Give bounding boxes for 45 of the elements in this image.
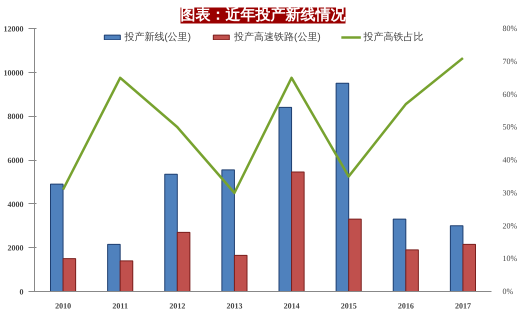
x-tick-label: 2017 [454,302,471,310]
y-tick-label: 12000 [4,24,24,34]
y2-tick-label: 30% [502,188,518,198]
bar [450,225,464,292]
y-tick-label: 0 [20,288,24,296]
bar [234,254,248,292]
x-tick-label: 2011 [112,302,128,310]
line-series [62,56,464,194]
y2-tick-label: 20% [502,221,518,230]
y2-tick-label: 60% [502,90,518,99]
x-tick-label: 2014 [284,302,300,310]
chart-title: 图表：近年投产新线情况 [180,6,346,24]
bar [405,249,419,292]
y2-tick-label: 40% [502,156,518,164]
x-tick-label: 2010 [55,302,72,310]
y-tick-label: 2000 [8,244,24,253]
bar [50,184,64,292]
y-tick-label: 8000 [8,112,24,122]
bar [120,260,134,292]
bar [62,258,76,292]
y2-tick-label: 10% [502,254,518,264]
bar [462,244,476,292]
legend-label: 投产高铁占比 [364,30,424,44]
bar [176,232,190,292]
y2-tick-label: 0% [502,287,514,296]
y2-tick-label: 80% [502,24,518,33]
x-tick-label: 2015 [340,302,357,310]
x-tick-label: 2016 [398,302,414,310]
bar [291,172,305,292]
legend-label: 投产新线(公里) [124,30,191,44]
bar [392,218,406,292]
legend-label: 投产高速铁路(公里) [234,30,321,44]
x-tick-label: 2013 [226,302,242,310]
y2-tick-label: 50% [502,122,518,132]
bar [107,244,121,292]
bar [348,218,362,292]
x-tick-label: 2012 [169,302,186,310]
bar [336,82,350,292]
bar [278,106,292,292]
y-tick-label: 4000 [8,200,24,209]
bar [164,174,178,292]
bar [221,169,235,292]
y2-tick-label: 70% [502,56,518,66]
y-tick-label: 10000 [4,68,24,78]
y-tick-label: 6000 [8,156,24,165]
